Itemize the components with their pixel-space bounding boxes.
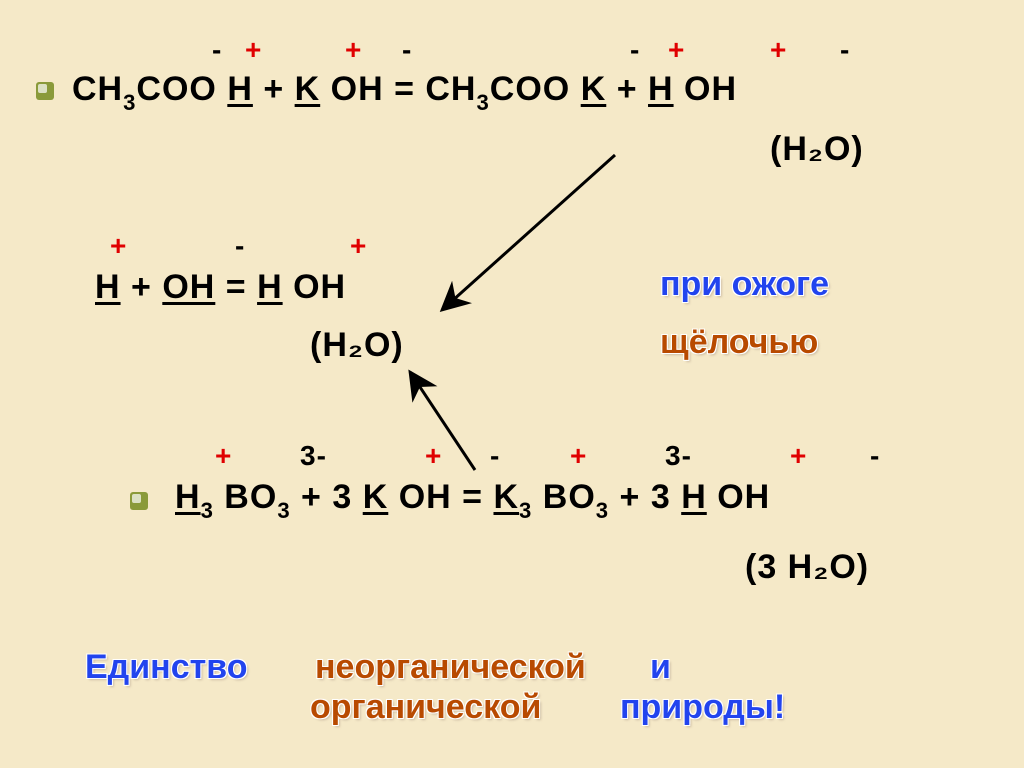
eq3-formula: H3 BO3 + 3 K OH = K3 BO3 + 3 H OH <box>175 478 770 522</box>
eq2-formula: H + OH = H OH <box>95 268 346 307</box>
bottom-unity: Единство <box>85 648 247 687</box>
eq1-h2o: (H₂O) <box>770 130 864 169</box>
bottom-and: и <box>650 648 671 687</box>
eq3-h2o: (3 H₂O) <box>745 548 869 587</box>
bullet-2 <box>130 492 148 510</box>
eq1-formula: CH3COO H + K OH = CH3COO K + H OH <box>72 70 737 114</box>
bullet-1 <box>36 82 54 100</box>
label-alkali: щёлочью <box>660 323 818 362</box>
eq2-h2o: (H₂O) <box>310 326 404 365</box>
label-burn: при ожоге <box>660 265 829 304</box>
bottom-inorganic: неорганической <box>315 648 586 687</box>
slide-container: -++--++- CH3COO H + K OH = CH3COO K + H … <box>0 0 1024 768</box>
bottom-nature: природы! <box>620 688 785 727</box>
bottom-organic: органической <box>310 688 541 727</box>
